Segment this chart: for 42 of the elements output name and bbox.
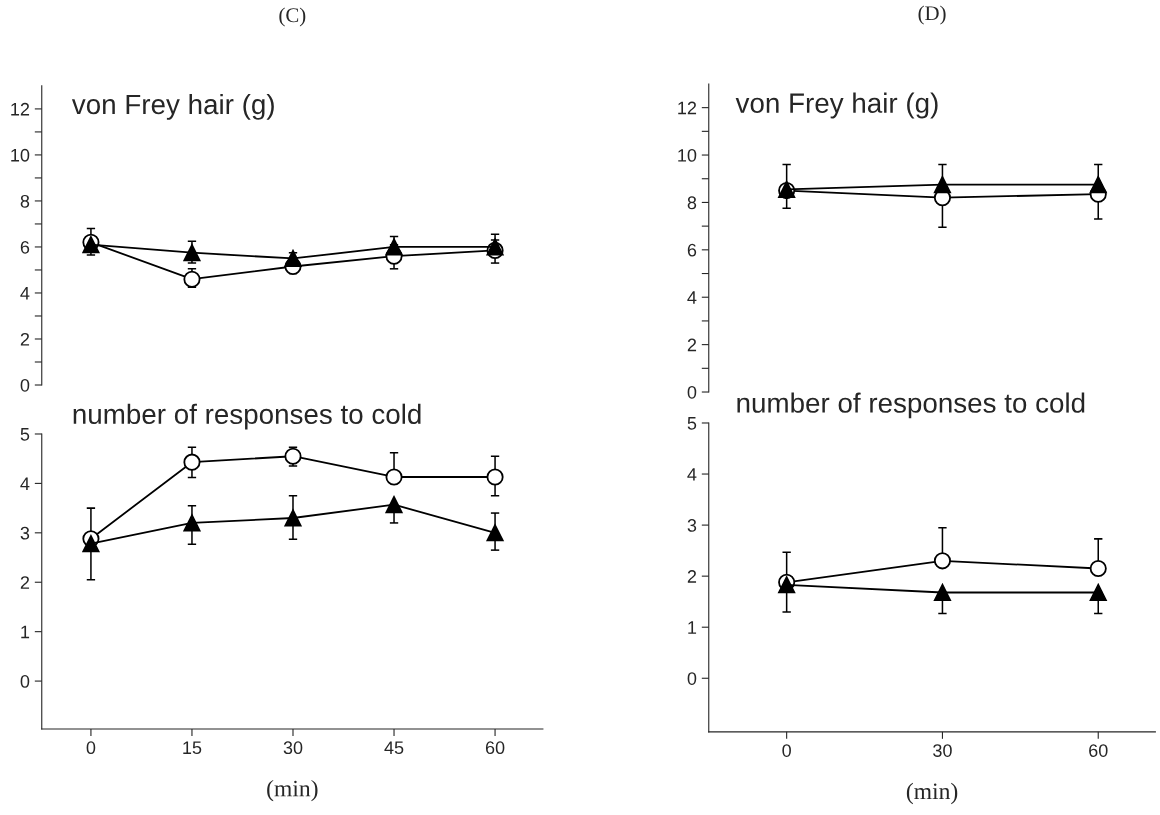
y-tick-label: 4 xyxy=(20,477,30,490)
y-tick-label: 8 xyxy=(20,194,30,208)
chart-title: (C) xyxy=(279,7,306,27)
chart-title: number of responses to cold xyxy=(737,392,1085,419)
chart-title: (D) xyxy=(918,5,946,25)
y-tick-label: 0 xyxy=(687,385,697,399)
y-tick-label: 2 xyxy=(20,576,30,589)
x-tick-label: 60 xyxy=(485,741,505,755)
y-tick-label: 3 xyxy=(20,526,30,540)
y-tick-label: 8 xyxy=(687,196,697,210)
y-tick-label: 10 xyxy=(11,148,30,162)
x-tick-label: 15 xyxy=(183,741,202,755)
x-tick-label: 30 xyxy=(283,741,303,755)
chart-subtitle: von Frey hair (g) xyxy=(71,93,274,120)
x-axis-title: (min) xyxy=(906,782,958,805)
chart-subtitle: von Frey hair (g) xyxy=(735,92,938,119)
y-tick-label: 4 xyxy=(20,287,30,300)
y-tick-label: 6 xyxy=(687,243,697,257)
y-tick-label: 2 xyxy=(687,570,697,583)
y-tick-label: 6 xyxy=(20,240,30,254)
y-tick-label: 12 xyxy=(678,101,697,115)
y-tick-label: 5 xyxy=(687,417,697,430)
y-tick-label: 2 xyxy=(687,338,697,352)
x-tick-label: 60 xyxy=(1089,744,1108,757)
y-tick-label: 1 xyxy=(688,621,697,634)
y-tick-label: 5 xyxy=(20,428,30,441)
y-tick-label: 12 xyxy=(11,102,30,116)
y-tick-label: 10 xyxy=(678,148,697,162)
chart-title: number of responses to cold xyxy=(73,403,421,430)
y-tick-label: 0 xyxy=(20,378,30,392)
y-tick-label: 4 xyxy=(687,468,697,481)
y-tick-label: 2 xyxy=(20,332,30,346)
x-tick-label: 0 xyxy=(86,741,96,755)
y-tick-label: 3 xyxy=(687,519,697,532)
y-tick-label: 4 xyxy=(687,291,697,304)
y-tick-label: 1 xyxy=(21,625,30,639)
y-tick-label: 0 xyxy=(20,675,30,688)
x-tick-label: 30 xyxy=(933,744,952,757)
x-tick-label: 0 xyxy=(782,744,791,757)
y-tick-label: 0 xyxy=(687,672,697,685)
x-tick-label: 45 xyxy=(384,741,404,755)
x-axis-title: (min) xyxy=(267,779,318,802)
